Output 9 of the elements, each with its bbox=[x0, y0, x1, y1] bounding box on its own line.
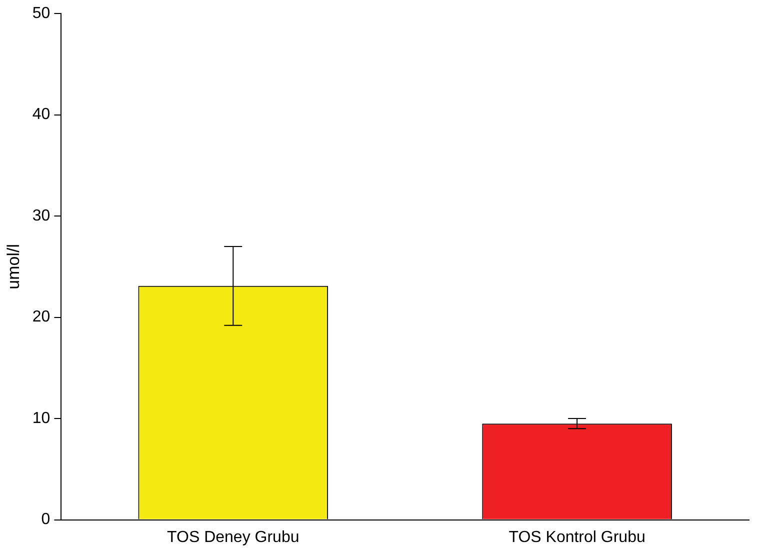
y-tick-label: 0 bbox=[41, 511, 50, 528]
y-tick-label: 20 bbox=[32, 308, 50, 326]
y-axis-title: umol/l bbox=[4, 244, 23, 290]
x-tick-label: TOS Kontrol Grubu bbox=[508, 528, 646, 546]
x-tick-label: TOS Deney Grubu bbox=[167, 528, 300, 546]
y-tick-label: 30 bbox=[32, 207, 50, 224]
y-tick-label: 50 bbox=[32, 5, 50, 22]
y-tick-label: 40 bbox=[32, 106, 50, 124]
y-tick-label: 10 bbox=[32, 410, 50, 427]
